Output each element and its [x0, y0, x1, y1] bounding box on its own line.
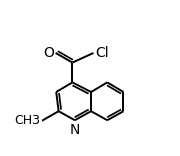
Text: O: O: [43, 46, 54, 60]
Text: Cl: Cl: [95, 46, 109, 60]
Text: CH3: CH3: [15, 114, 41, 127]
Text: N: N: [70, 123, 80, 137]
